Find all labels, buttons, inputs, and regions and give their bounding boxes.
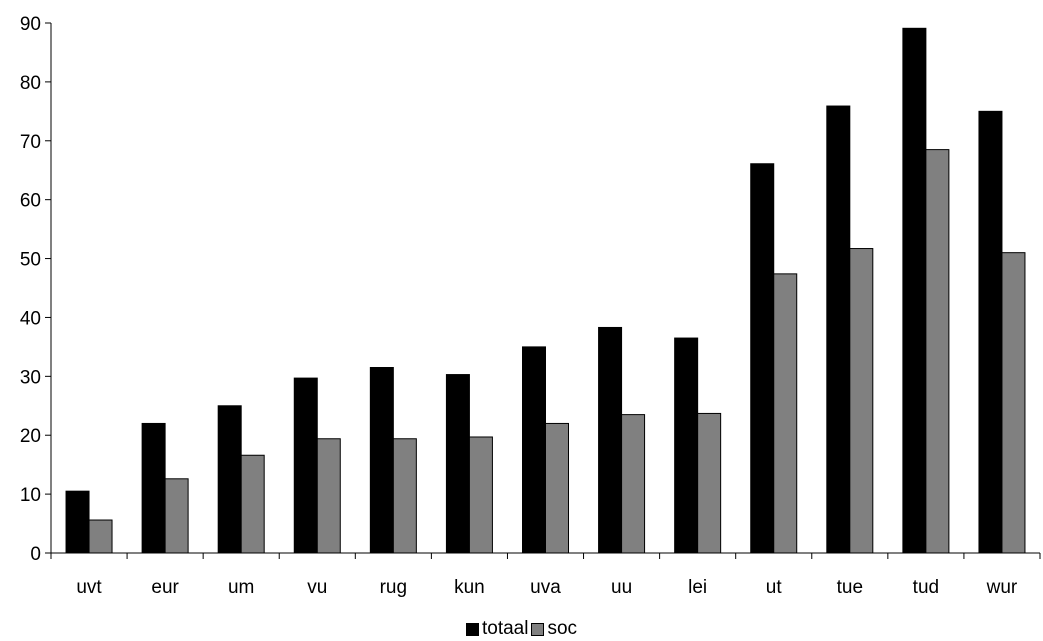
- x-tick-label: tud: [913, 577, 939, 598]
- bar-totaal-eur: [141, 422, 166, 554]
- y-tick-label: 70: [20, 132, 41, 153]
- x-tick-label: wur: [986, 577, 1018, 598]
- bar-soc-tue: [849, 248, 874, 554]
- bar-soc-eur: [164, 478, 189, 554]
- bar-totaal-tue: [826, 105, 851, 554]
- x-tick-label: ut: [766, 577, 783, 598]
- bars: [65, 27, 1026, 554]
- y-axis-ticks: 0 10 20 30 40 50 60 70 80 90: [20, 14, 51, 565]
- y-tick-label: 80: [20, 73, 41, 94]
- bar-soc-vu: [316, 438, 341, 554]
- x-tick-label: tue: [837, 577, 863, 598]
- bar-totaal-lei: [674, 337, 699, 554]
- bar-totaal-wur: [978, 110, 1003, 554]
- bar-totaal-vu: [293, 377, 318, 554]
- legend-swatch-soc: [531, 622, 545, 636]
- y-tick-label: 30: [20, 367, 41, 388]
- legend-item-soc: soc: [531, 618, 577, 640]
- y-tick-label: 10: [20, 485, 41, 506]
- bar-soc-ut: [773, 273, 798, 554]
- y-tick-label: 50: [20, 250, 41, 271]
- x-tick-label: lei: [688, 577, 707, 598]
- x-tick-label: uvt: [76, 577, 102, 598]
- x-tick-label: uva: [530, 577, 561, 598]
- bar-soc-kun: [468, 436, 493, 554]
- legend-label-soc: soc: [547, 618, 578, 639]
- legend-swatch-totaal: [465, 622, 479, 636]
- x-tick-label: vu: [307, 577, 327, 598]
- bar-soc-uu: [621, 414, 646, 554]
- y-tick-label: 0: [30, 544, 41, 565]
- bar-totaal-um: [217, 405, 242, 554]
- bar-totaal-uvt: [65, 490, 90, 554]
- bar-soc-uvt: [88, 519, 113, 554]
- bar-totaal-rug: [369, 367, 394, 554]
- bar-totaal-uva: [522, 346, 546, 554]
- y-tick-label: 90: [20, 14, 41, 35]
- legend: totaal soc: [0, 618, 1043, 640]
- x-tick-label: rug: [380, 577, 407, 598]
- y-tick-label: 40: [20, 308, 41, 329]
- x-tick-label: um: [228, 577, 254, 598]
- x-tick-label: kun: [454, 577, 485, 598]
- bar-soc-um: [240, 454, 265, 554]
- x-tick-label: eur: [151, 577, 179, 598]
- bar-soc-wur: [1001, 252, 1026, 554]
- bar-soc-uva: [545, 422, 569, 554]
- y-tick-label: 20: [20, 426, 41, 447]
- bar-soc-tud: [925, 149, 950, 554]
- legend-item-totaal: totaal: [465, 618, 529, 640]
- x-axis-ticks: uvt eur um vu rug kun uva uu lei ut tue tud wur: [50, 553, 1041, 598]
- bar-soc-rug: [392, 438, 417, 554]
- bar-totaal-tud: [902, 27, 927, 554]
- bar-totaal-kun: [445, 374, 470, 554]
- x-tick-label: uu: [611, 577, 632, 598]
- bar-soc-lei: [697, 412, 722, 554]
- bar-totaal-uu: [598, 326, 623, 554]
- bar-totaal-ut: [750, 163, 775, 554]
- legend-label-totaal: totaal: [481, 618, 529, 639]
- y-tick-label: 60: [20, 191, 41, 212]
